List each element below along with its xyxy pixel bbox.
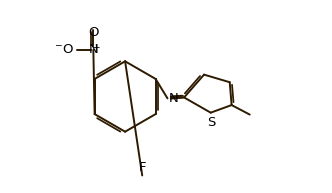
Text: N: N [168, 92, 178, 105]
Text: O: O [88, 26, 99, 39]
Text: N: N [88, 43, 98, 56]
Text: F: F [138, 162, 146, 174]
Text: +: + [92, 43, 101, 53]
Text: S: S [208, 116, 216, 129]
Text: $^{-}$O: $^{-}$O [54, 43, 74, 56]
